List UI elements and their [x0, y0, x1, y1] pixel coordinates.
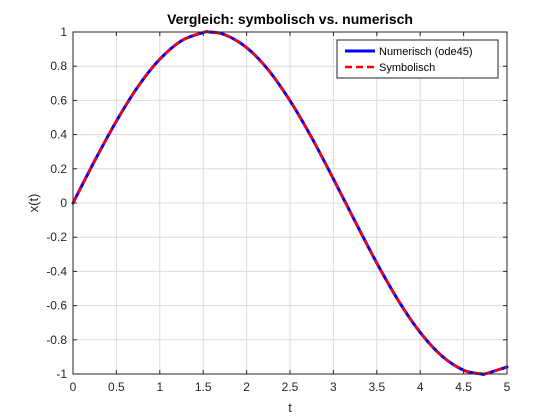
y-tick-label: -0.2 [46, 230, 67, 244]
y-tick-label: 1 [60, 25, 67, 39]
y-tick-label: 0.2 [50, 162, 67, 176]
x-tick-label: 1 [156, 380, 163, 394]
x-tick-label: 0 [70, 380, 77, 394]
grid [73, 32, 507, 374]
chart-title: Vergleich: symbolisch vs. numerisch [167, 11, 413, 27]
y-tick-label: 0.8 [50, 59, 67, 73]
y-tick-label: 0 [60, 196, 67, 210]
x-tick-label: 5 [504, 380, 511, 394]
y-tick-label: 0.6 [50, 93, 67, 107]
series-group [71, 30, 509, 377]
ticks: 0 0.5 1 1.5 2 2.5 3 3.5 4 4.5 5 -1 -0.8 -0.6 -0.4 -0.2 0… [46, 25, 510, 394]
legend-label-1: Symbolisch [379, 62, 435, 74]
y-tick-label: -0.4 [46, 264, 67, 278]
x-axis-label: t [288, 400, 292, 415]
legend: Numerisch (ode45) Symbolisch [336, 39, 499, 79]
y-tick-label: -1 [56, 367, 67, 381]
y-tick-label: -0.8 [46, 333, 67, 347]
x-tick-label: 4.5 [455, 380, 472, 394]
x-tick-label: 2.5 [282, 380, 299, 394]
series-line-1 [71, 30, 508, 376]
x-tick-label: 3 [330, 380, 337, 394]
x-tick-label: 4 [417, 380, 424, 394]
x-tick-label: 0.5 [108, 380, 125, 394]
y-axis-label: x(t) [26, 194, 41, 213]
legend-label-0: Numerisch (ode45) [379, 46, 473, 58]
x-tick-label: 2 [243, 380, 250, 394]
x-tick-label: 1.5 [195, 380, 212, 394]
legend-box [336, 39, 499, 79]
y-tick-label: -0.6 [46, 299, 67, 313]
y-tick-label: 0.4 [50, 128, 67, 142]
x-tick-label: 3.5 [368, 380, 385, 394]
